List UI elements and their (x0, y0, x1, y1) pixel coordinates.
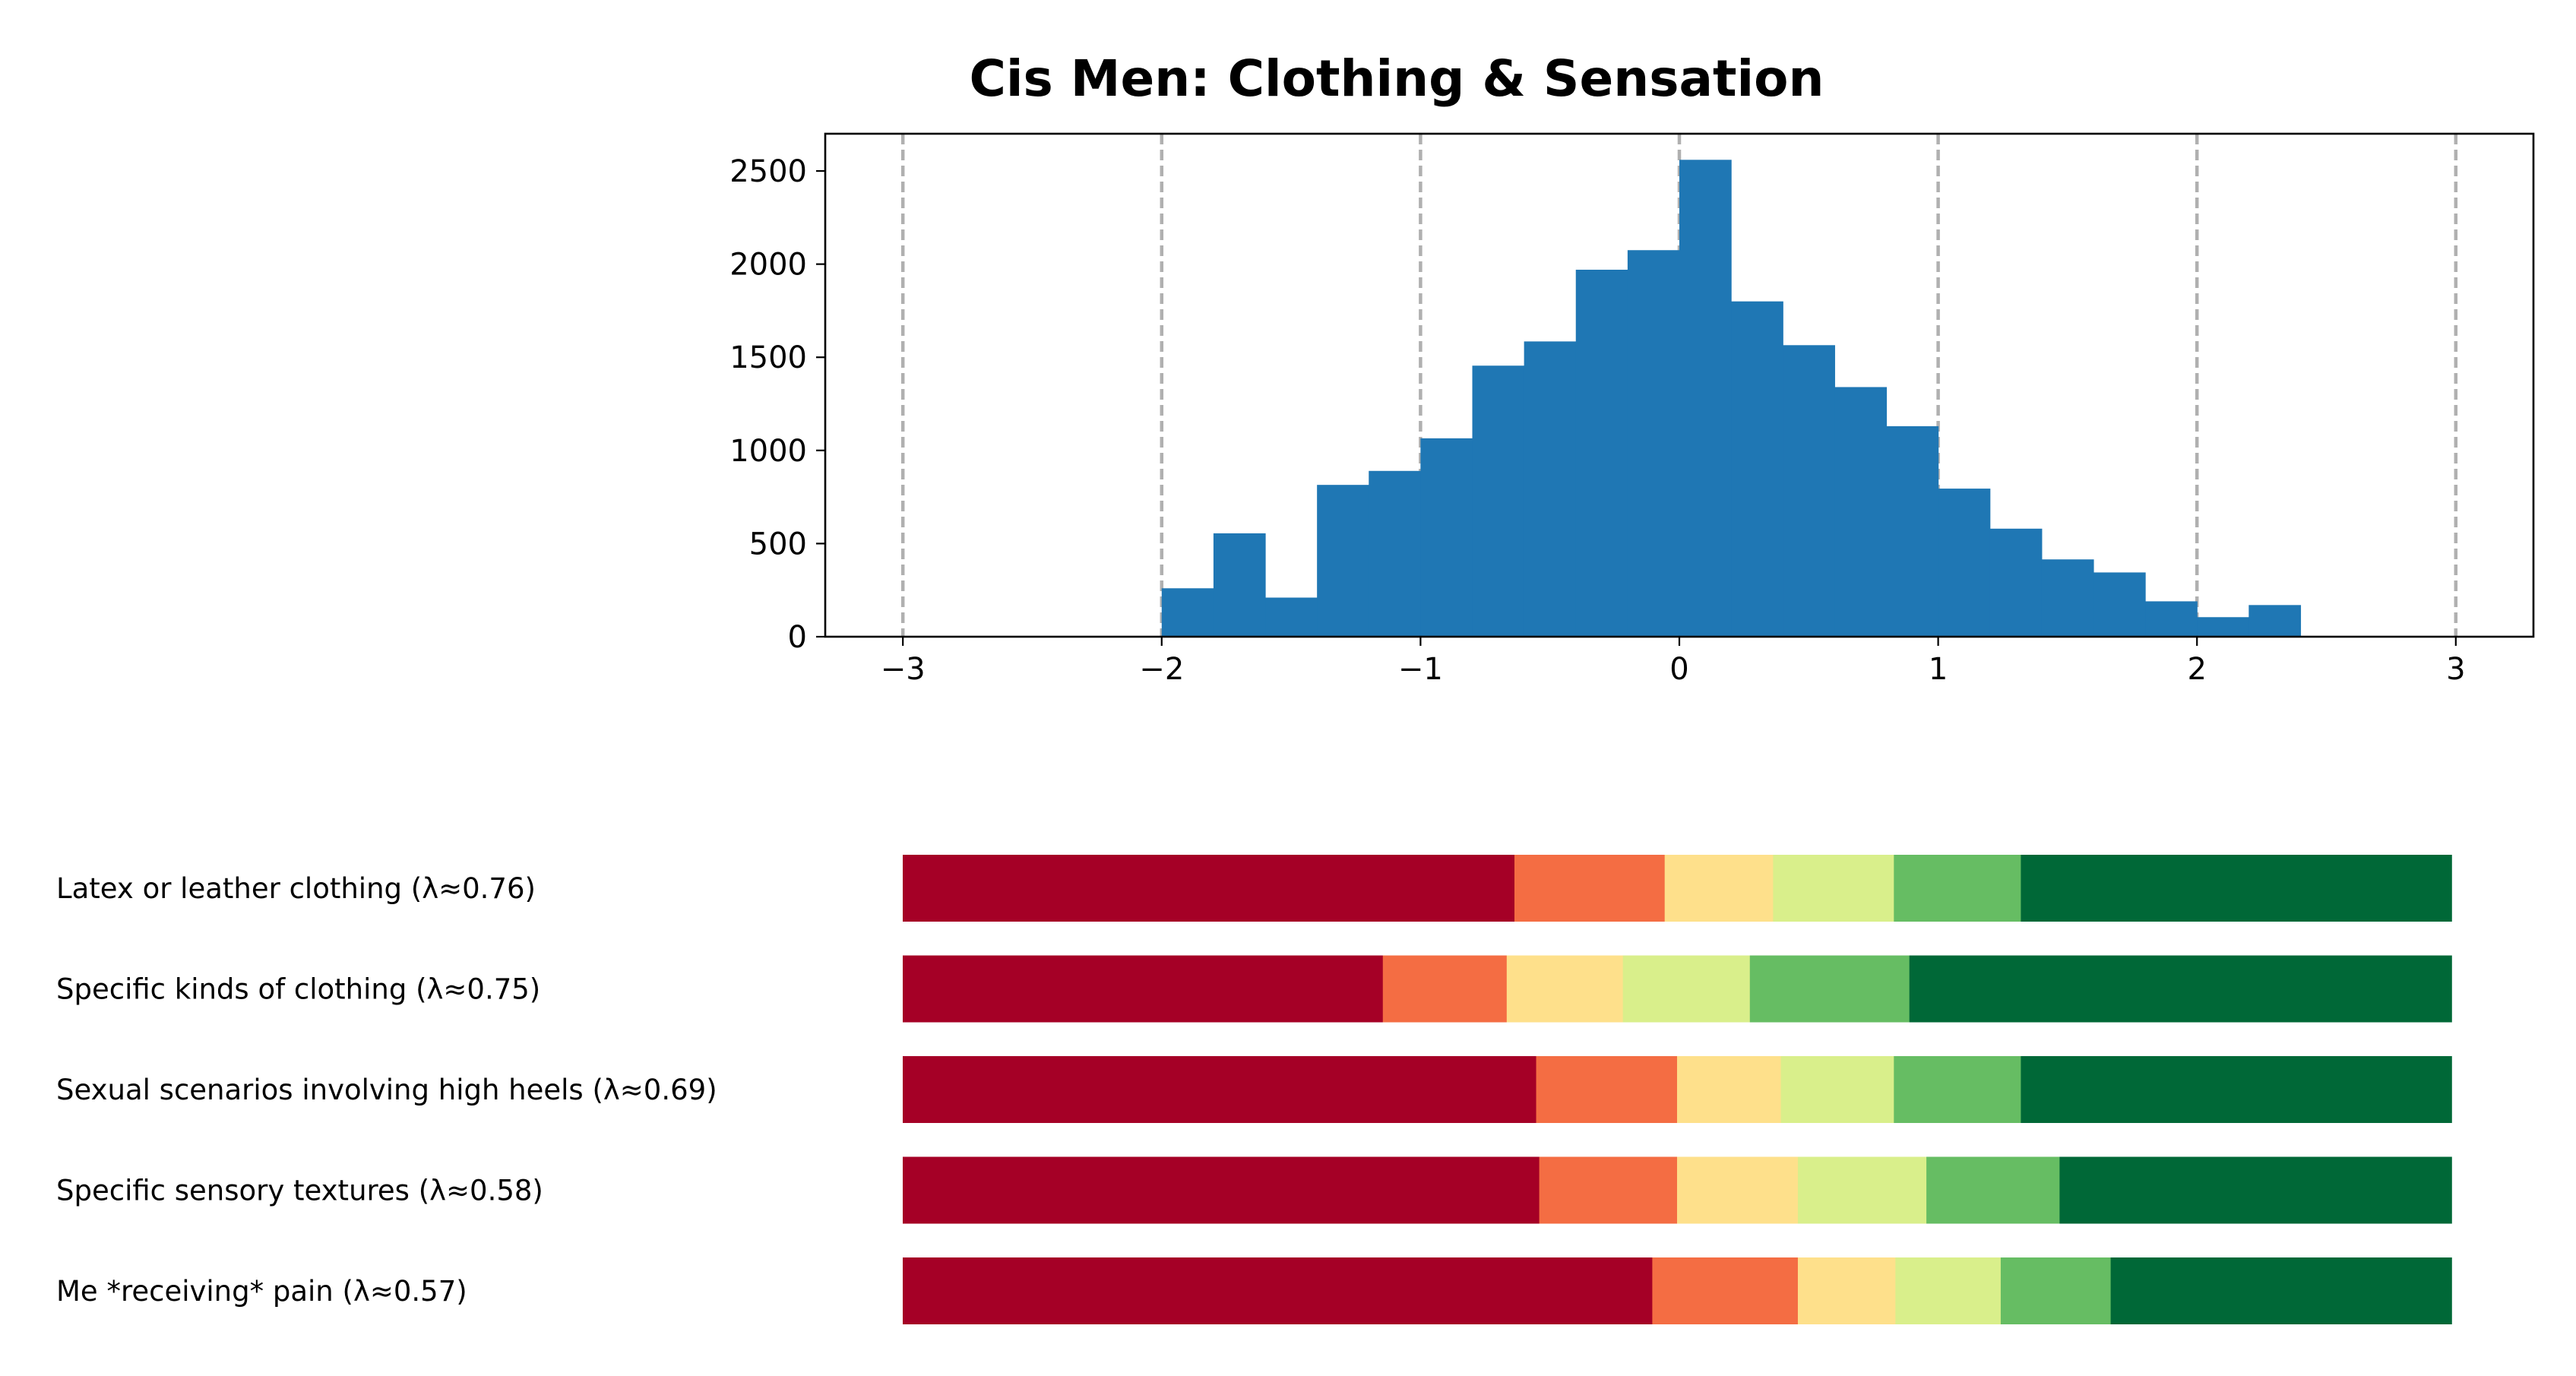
stacked-segment-r0-s0 (903, 855, 1515, 922)
stacked-segment-r4-s3 (1895, 1257, 2002, 1324)
stacked-segment-r2-s4 (1894, 1056, 2022, 1123)
stacked-segment-r0-s2 (1664, 855, 1774, 922)
x-tick-label-4: 1 (1929, 652, 1948, 687)
histogram-bar-11 (1731, 301, 1783, 637)
x-tick-label-1: −2 (1139, 652, 1184, 687)
y-tick-label-4: 2000 (729, 248, 807, 283)
y-tick-label-0: 0 (788, 620, 807, 655)
x-tick-label-6: 3 (2446, 652, 2465, 687)
histogram-bar-0 (1161, 588, 1214, 637)
histogram-bar-7 (1524, 341, 1577, 637)
stacked-segment-r2-s5 (2021, 1056, 2452, 1123)
histogram-bar-20 (2197, 617, 2249, 637)
histogram-bar-21 (2248, 605, 2302, 637)
histogram-bar-8 (1575, 269, 1628, 637)
histogram-bar-19 (2145, 601, 2198, 637)
stacked-segment-r0-s3 (1773, 855, 1895, 922)
y-tick-label-1: 500 (749, 527, 807, 561)
stacked-segment-r4-s0 (903, 1257, 1654, 1324)
stacked-segment-r3-s2 (1677, 1156, 1799, 1224)
histogram-bars (1161, 160, 2302, 637)
stacked-bar-rows: Latex or leather clothing (λ≈0.76) Specif… (56, 855, 2452, 1324)
stacked-segment-r3-s4 (1926, 1156, 2061, 1224)
stacked-segment-r2-s0 (903, 1056, 1537, 1123)
stacked-segment-r0-s5 (2021, 855, 2452, 922)
histogram-bar-18 (2093, 572, 2146, 637)
histogram-y-axis: 0 500 1000 1500 2000 2500 (729, 154, 825, 655)
row-label-1: Specific kinds of clothing (λ≈0.75) (56, 973, 540, 1006)
histogram-bar-1 (1213, 533, 1266, 637)
histogram-bar-5 (1420, 438, 1473, 637)
stacked-segment-r2-s3 (1780, 1056, 1895, 1123)
x-tick-label-3: 0 (1669, 652, 1688, 687)
stacked-segment-r2-s1 (1536, 1056, 1678, 1123)
histogram-bar-17 (2041, 559, 2094, 637)
histogram-x-axis: −3 −2 −1 0 1 2 3 (881, 637, 2466, 687)
stacked-segment-r1-s4 (1749, 955, 1910, 1023)
stacked-segment-r1-s0 (903, 955, 1384, 1023)
histogram-bar-16 (1989, 528, 2043, 637)
stacked-segment-r1-s3 (1622, 955, 1751, 1023)
histogram-bar-3 (1317, 485, 1369, 637)
stacked-segment-r0-s1 (1514, 855, 1666, 922)
stacked-segment-r4-s1 (1652, 1257, 1799, 1324)
stacked-segment-r4-s5 (2110, 1257, 2452, 1324)
stacked-segment-r1-s2 (1506, 955, 1624, 1023)
histogram-bar-14 (1886, 425, 1939, 637)
stacked-segment-r3-s0 (903, 1156, 1540, 1224)
y-tick-label-2: 1000 (729, 434, 807, 469)
row-label-4: Me *receiving* pain (λ≈0.57) (56, 1275, 467, 1308)
histogram-bar-15 (1938, 489, 1991, 637)
histogram-bar-4 (1369, 470, 1421, 637)
stacked-segment-r3-s3 (1797, 1156, 1927, 1224)
histogram-bar-13 (1834, 387, 1888, 637)
histogram-bar-10 (1679, 160, 1732, 637)
histogram-bar-9 (1627, 250, 1680, 637)
stacked-segment-r4-s4 (2000, 1257, 2112, 1324)
row-label-3: Specific sensory textures (λ≈0.58) (56, 1175, 543, 1207)
y-tick-label-5: 2500 (729, 154, 807, 189)
histogram-bar-2 (1265, 597, 1318, 637)
chart-title: Cis Men: Clothing & Sensation (969, 49, 1824, 108)
x-tick-label-0: −3 (881, 652, 926, 687)
y-tick-label-3: 1500 (729, 340, 807, 375)
stacked-segment-r2-s2 (1677, 1056, 1782, 1123)
stacked-segment-r1-s1 (1382, 955, 1508, 1023)
stacked-segment-r4-s2 (1797, 1257, 1897, 1324)
x-tick-label-5: 2 (2187, 652, 2206, 687)
stacked-segment-r0-s4 (1894, 855, 2022, 922)
stacked-segment-r1-s5 (1909, 955, 2452, 1023)
stacked-segment-r3-s5 (2059, 1156, 2452, 1224)
row-label-2: Sexual scenarios involving high heels (λ… (56, 1074, 717, 1106)
x-tick-label-2: −1 (1398, 652, 1443, 687)
histogram-bar-6 (1472, 365, 1525, 637)
stacked-segment-r3-s1 (1539, 1156, 1678, 1224)
row-label-0: Latex or leather clothing (λ≈0.76) (56, 872, 536, 905)
histogram-bar-12 (1783, 345, 1835, 637)
